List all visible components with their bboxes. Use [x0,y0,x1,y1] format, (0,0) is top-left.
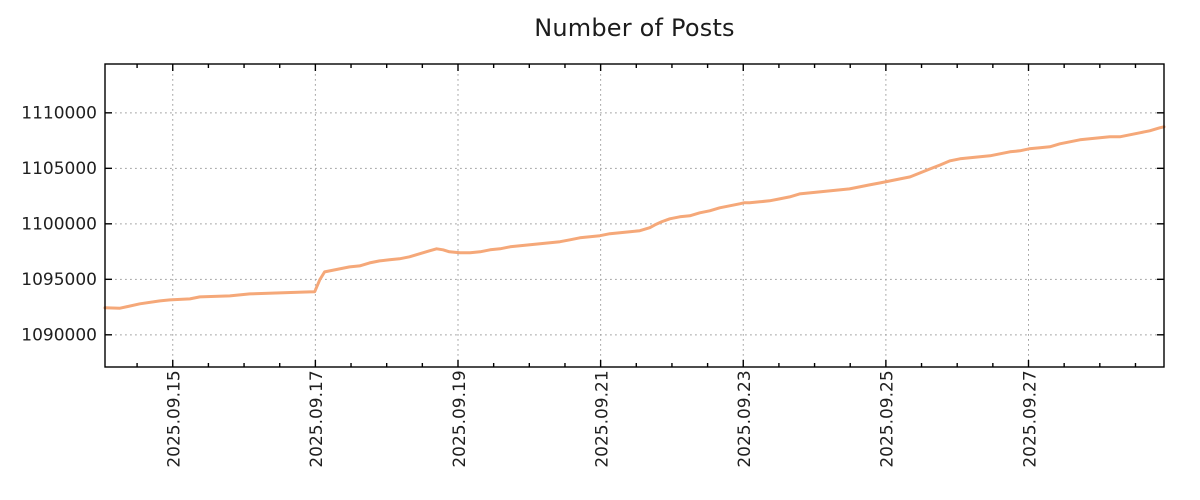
x-tick-label: 2025.09.15 [165,370,185,467]
gridlines [105,64,1164,367]
series-line-number-of-posts [103,125,1166,310]
x-tick-label: 2025.09.21 [592,370,612,467]
x-tick-label: 2025.09.23 [735,370,755,467]
x-axis-labels: 2025.09.15 2025.09.17 2025.09.19 2025.09.21… [165,370,1041,467]
axis-ticks [105,64,1164,367]
y-tick-label: 1095000 [21,270,97,290]
x-tick-label: 2025.09.17 [307,370,327,467]
y-axis-labels: 1090000 1095000 1100000 1105000 1110000 [21,104,97,346]
chart-title: Number of Posts [534,14,735,42]
y-tick-label: 1100000 [21,215,97,235]
y-tick-label: 1110000 [21,104,97,124]
plot-border [104,63,1165,368]
x-tick-label: 2025.09.27 [1020,370,1040,467]
x-tick-label: 2025.09.19 [450,370,470,467]
y-tick-label: 1105000 [21,159,97,179]
x-tick-label: 2025.09.25 [878,370,898,467]
y-tick-label: 1090000 [21,326,97,346]
